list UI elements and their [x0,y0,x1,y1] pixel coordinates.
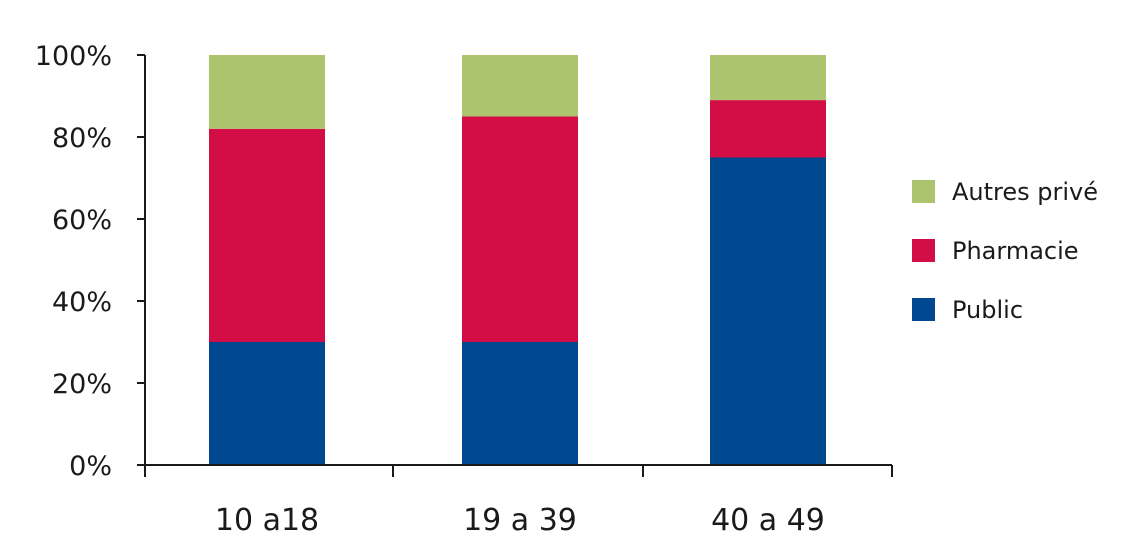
legend-label: Pharmacie [952,237,1079,265]
y-tick-label: 80% [52,123,112,154]
legend: Autres privé Pharmacie Public [912,178,1098,324]
bar-pharmacie-1 [209,128,325,342]
bar-pharmacie-2 [462,116,578,342]
legend-swatch-public [912,298,935,321]
bar-autres-priv--3 [710,55,826,101]
axes-group: 0% 20% 40% 60% 80% 100% 10 a18 19 a 39 40 a 49 [35,41,893,538]
y-tick-label: 40% [52,287,112,318]
x-category-label: 40 a 49 [711,503,825,538]
bar-public-1 [209,342,325,465]
legend-label: Autres privé [952,178,1098,206]
y-tick-label: 20% [52,369,112,400]
bar-public-3 [710,157,826,465]
bar-autres-priv--1 [209,55,325,129]
y-tick-label: 0% [69,451,112,482]
legend-label: Public [952,296,1023,324]
bar-pharmacie-3 [710,100,826,158]
x-category-label: 10 a18 [215,503,319,538]
legend-swatch-pharmacie [912,239,935,262]
y-tick-label: 100% [35,41,112,72]
x-category-label: 19 a 39 [463,503,577,538]
bar-public-2 [462,342,578,465]
bar-autres-priv--2 [462,55,578,117]
bars-group [209,55,826,465]
legend-swatch-autres-priv- [912,180,935,203]
y-tick-label: 60% [52,205,112,236]
